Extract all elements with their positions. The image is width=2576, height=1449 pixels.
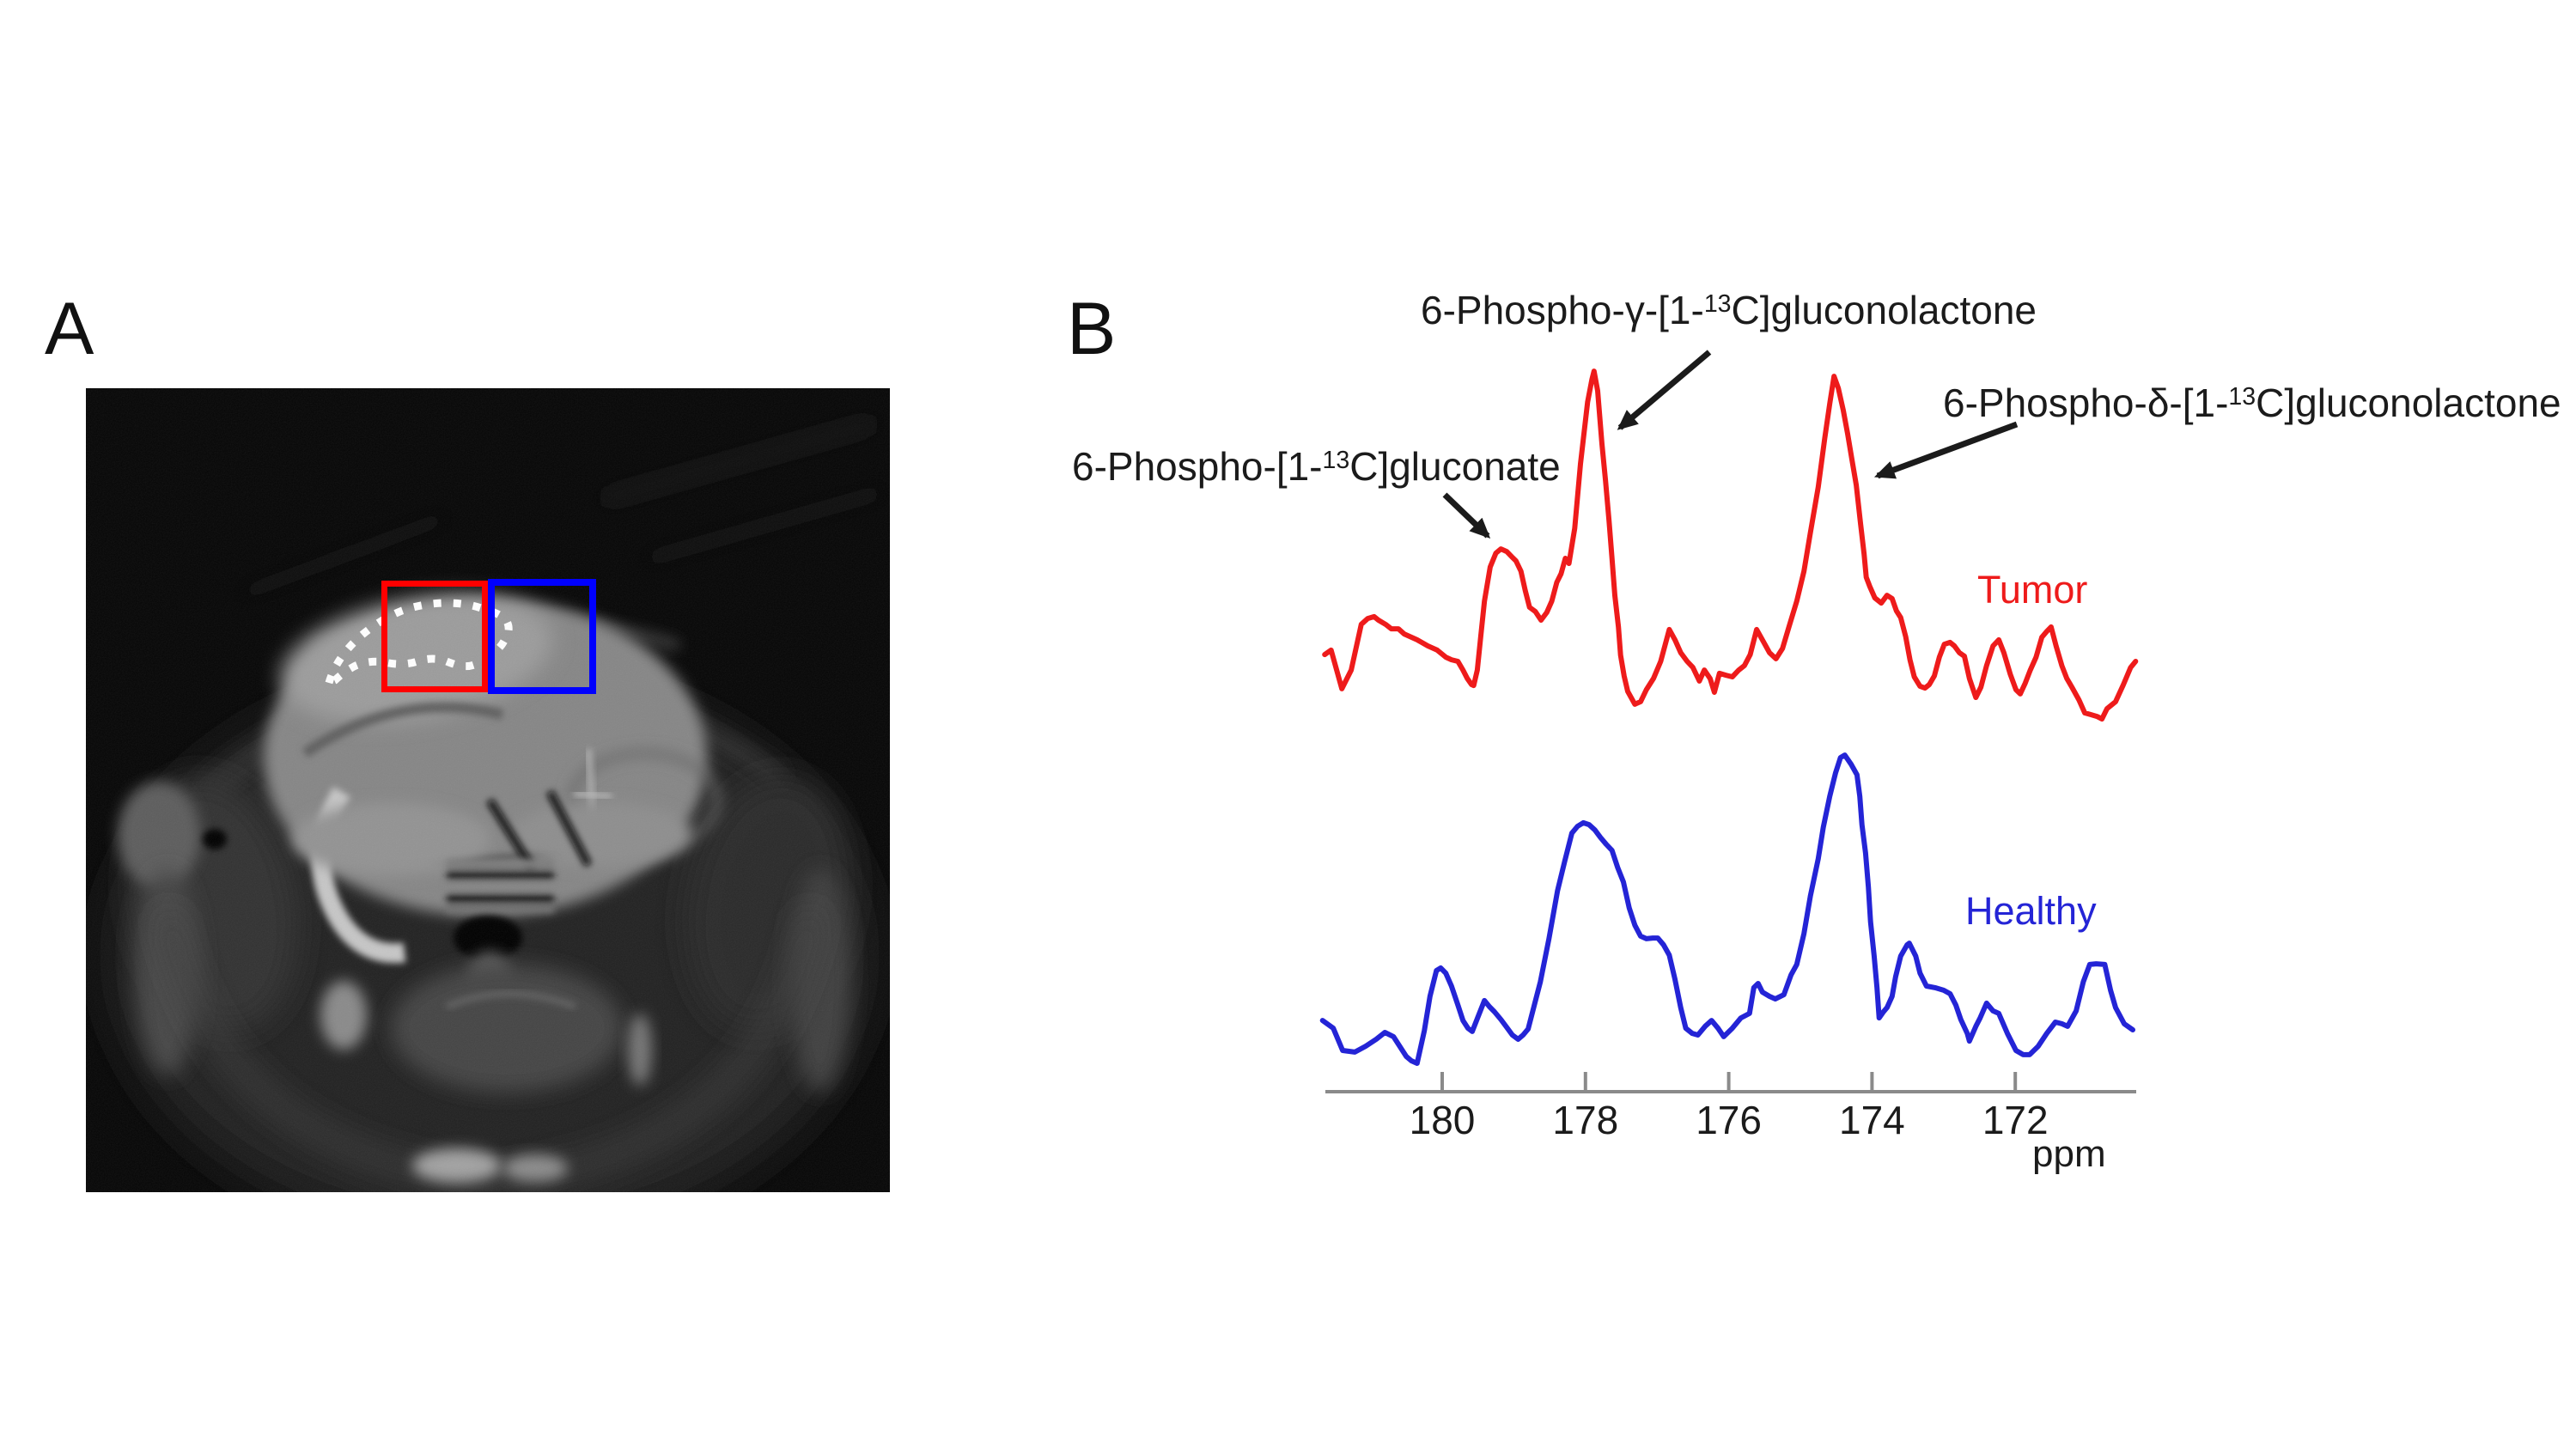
- mri-anatomy: [86, 388, 890, 1192]
- healthy-series-label: Healthy: [1965, 889, 2097, 933]
- x-axis-unit-label: ppm: [2032, 1133, 2106, 1175]
- annotation-gamma-suffix: C]gluconolactone: [1731, 288, 2037, 332]
- x-axis-tick-label: 180: [1410, 1098, 1476, 1142]
- roi-box-tumor: [381, 581, 488, 692]
- mri-image: [86, 388, 890, 1192]
- annotation-gamma-gluconolactone: 6-Phospho-γ-[1-13C]gluconolactone: [1421, 289, 2037, 332]
- annotation-delta-gluconolactone: 6-Phospho-δ-[1-13C]gluconolactone: [1943, 381, 2561, 425]
- delta-arrow: [1873, 421, 2019, 479]
- annotation-gluconate-prefix: 6-Phospho-[1-: [1072, 444, 1323, 489]
- annotation-delta-superscript: 13: [2228, 382, 2256, 411]
- annotation-gluconate-suffix: C]gluconate: [1349, 444, 1561, 489]
- annotation-gamma-prefix: 6-Phospho-γ-[1-: [1421, 288, 1704, 332]
- annotation-delta-prefix: 6-Phospho-δ-[1-: [1943, 381, 2229, 425]
- gluconate-arrow: [1442, 492, 1491, 539]
- x-axis-tick-label: 176: [1696, 1098, 1762, 1142]
- x-axis-ticks: 180 178 176 174 172: [1410, 1072, 2049, 1142]
- roi-box-healthy: [488, 579, 596, 694]
- x-axis-tick-label: 178: [1552, 1098, 1618, 1142]
- panel-b-label: B: [1067, 288, 1117, 370]
- tumor-series-label: Tumor: [1977, 568, 2088, 612]
- annotation-delta-suffix: C]gluconolactone: [2256, 381, 2561, 425]
- gamma-arrow: [1617, 350, 1712, 430]
- mri-noise-overlay: [86, 388, 890, 1192]
- annotation-gluconate: 6-Phospho-[1-13C]gluconate: [1072, 445, 1561, 489]
- x-axis-tick-label: 174: [1839, 1098, 1905, 1142]
- annotation-gluconate-superscript: 13: [1322, 446, 1350, 474]
- annotation-gamma-superscript: 13: [1703, 289, 1732, 318]
- panel-a-label: A: [45, 288, 94, 370]
